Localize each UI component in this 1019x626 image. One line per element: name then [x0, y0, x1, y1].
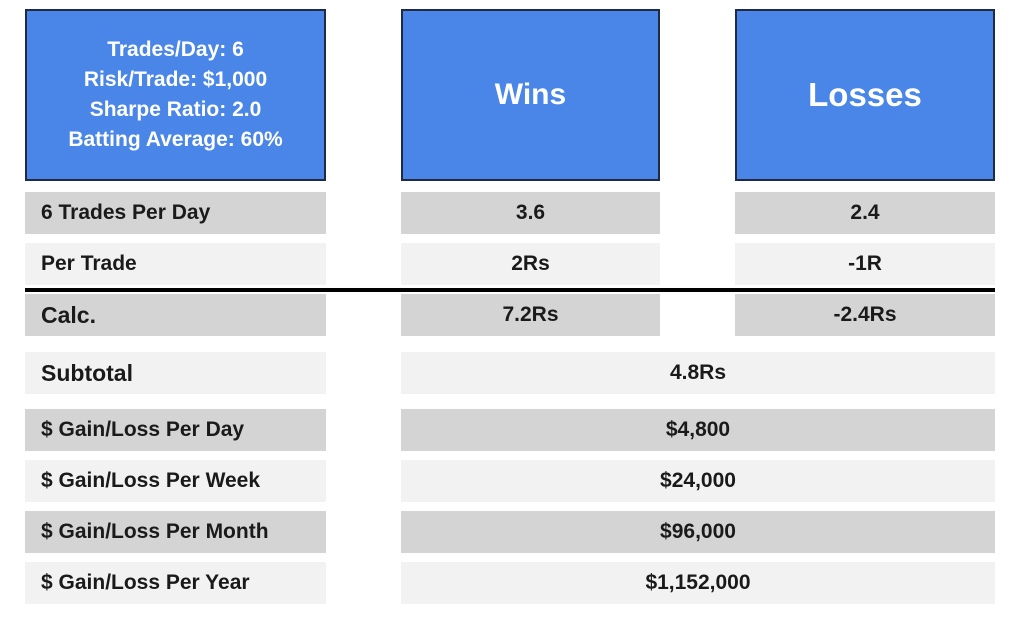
- row-per-trade-losses: -1R: [735, 243, 995, 285]
- row-calc-label: Calc.: [25, 294, 326, 336]
- row-calc-losses: -2.4Rs: [735, 294, 995, 336]
- row-per-trade-wins: 2Rs: [401, 243, 660, 285]
- batting-average-line: Batting Average: 60%: [68, 128, 283, 151]
- gain-per-day-value: $4,800: [401, 409, 995, 451]
- trades-per-day-line: Trades/Day: 6: [107, 38, 244, 61]
- row-calc-wins: 7.2Rs: [401, 294, 660, 336]
- risk-per-trade-line: Risk/Trade: $1,000: [83, 68, 268, 91]
- gain-per-month-label: $ Gain/Loss Per Month: [25, 511, 326, 553]
- row-trades-per-day-label: 6 Trades Per Day: [25, 192, 326, 234]
- gain-per-year-value: $1,152,000: [401, 562, 995, 604]
- divider-rule: [25, 288, 995, 292]
- losses-header-label: Losses: [808, 76, 922, 113]
- sharpe-ratio-line: Sharpe Ratio: 2.0: [89, 98, 262, 121]
- gain-per-month-value: $96,000: [401, 511, 995, 553]
- assumptions-header: Trades/Day: 6 Risk/Trade: $1,000 Sharpe …: [25, 9, 326, 181]
- row-per-trade-label: Per Trade: [25, 243, 326, 285]
- losses-header: Losses: [735, 9, 995, 181]
- row-trades-per-day-losses: 2.4: [735, 192, 995, 234]
- wins-header-label: Wins: [494, 78, 567, 111]
- gain-per-week-value: $24,000: [401, 460, 995, 502]
- wins-header: Wins: [401, 9, 660, 181]
- gain-per-year-label: $ Gain/Loss Per Year: [25, 562, 326, 604]
- row-trades-per-day-wins: 3.6: [401, 192, 660, 234]
- subtotal-value: 4.8Rs: [401, 352, 995, 394]
- gain-per-week-label: $ Gain/Loss Per Week: [25, 460, 326, 502]
- subtotal-label: Subtotal: [25, 352, 326, 394]
- gain-per-day-label: $ Gain/Loss Per Day: [25, 409, 326, 451]
